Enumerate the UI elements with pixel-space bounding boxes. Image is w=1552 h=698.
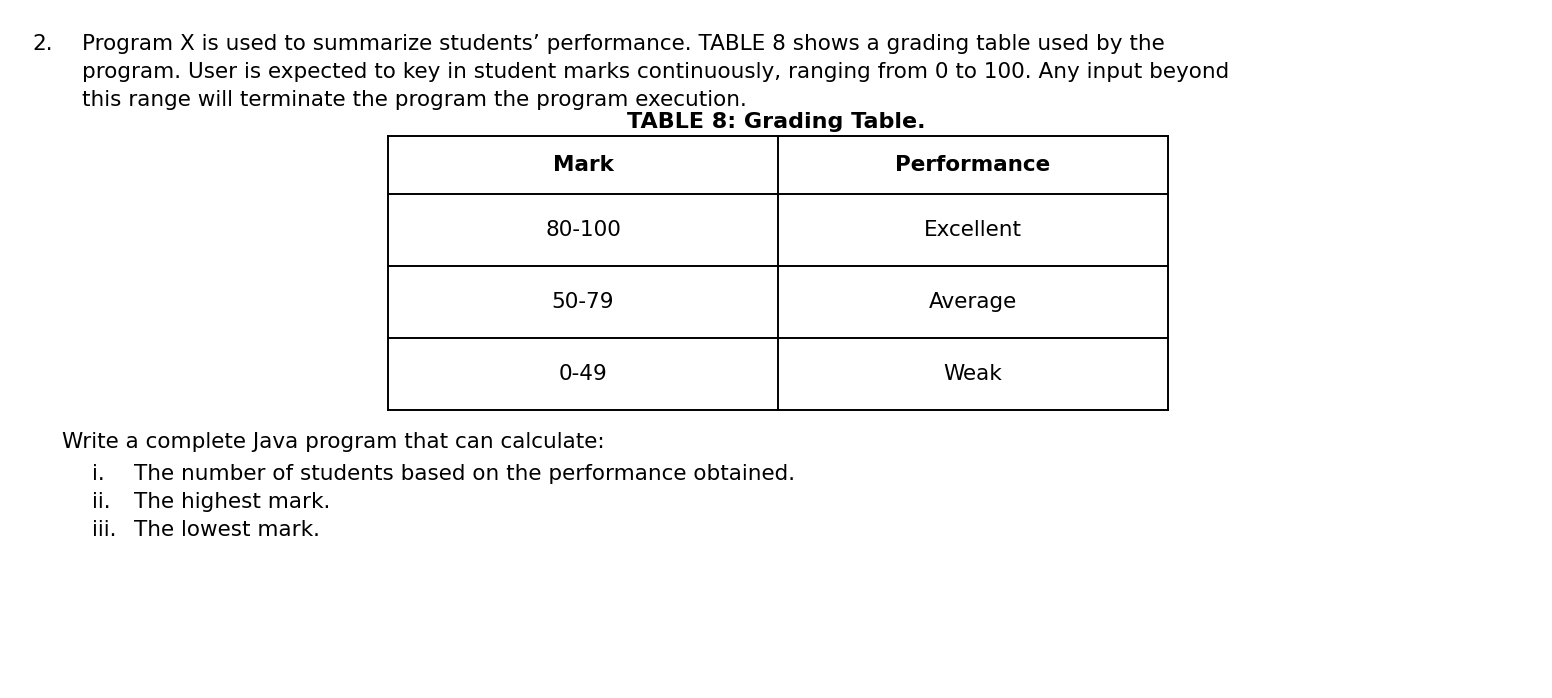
Text: 50-79: 50-79 bbox=[553, 292, 615, 312]
Text: ii.: ii. bbox=[92, 492, 110, 512]
Text: Excellent: Excellent bbox=[923, 220, 1023, 240]
Text: The lowest mark.: The lowest mark. bbox=[133, 520, 320, 540]
Text: TABLE 8: Grading Table.: TABLE 8: Grading Table. bbox=[627, 112, 925, 132]
Text: Program X is used to summarize students’ performance. TABLE 8 shows a grading ta: Program X is used to summarize students’… bbox=[82, 34, 1164, 54]
Text: iii.: iii. bbox=[92, 520, 116, 540]
Text: i.: i. bbox=[92, 464, 104, 484]
Text: 80-100: 80-100 bbox=[545, 220, 621, 240]
Text: Mark: Mark bbox=[553, 155, 613, 175]
Text: The highest mark.: The highest mark. bbox=[133, 492, 331, 512]
Text: Weak: Weak bbox=[944, 364, 1003, 384]
Text: this range will terminate the program the program execution.: this range will terminate the program th… bbox=[82, 90, 747, 110]
Text: 2.: 2. bbox=[33, 34, 53, 54]
Text: program. User is expected to key in student marks continuously, ranging from 0 t: program. User is expected to key in stud… bbox=[82, 62, 1229, 82]
Text: The number of students based on the performance obtained.: The number of students based on the perf… bbox=[133, 464, 795, 484]
Text: Average: Average bbox=[930, 292, 1017, 312]
Text: 0-49: 0-49 bbox=[559, 364, 607, 384]
Text: Write a complete Java program that can calculate:: Write a complete Java program that can c… bbox=[62, 432, 605, 452]
Text: Performance: Performance bbox=[896, 155, 1051, 175]
